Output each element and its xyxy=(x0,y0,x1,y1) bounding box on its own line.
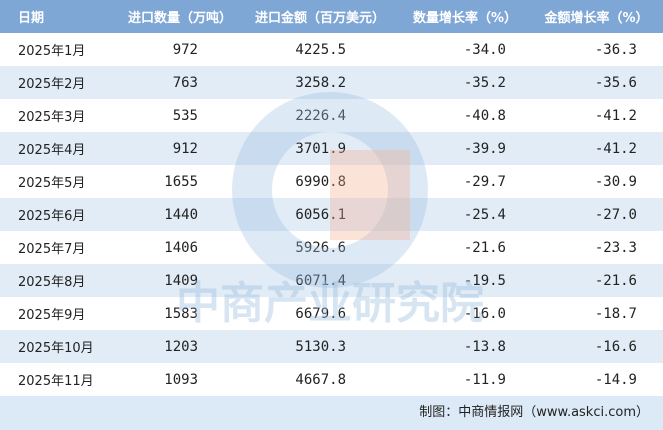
value-cell: 3258.2 xyxy=(240,66,400,99)
table-row: 2025年5月 1655 6990.8 -29.7 -30.9 xyxy=(0,165,663,198)
date-cell: 2025年6月 xyxy=(0,198,120,231)
date-cell: 2025年1月 xyxy=(18,44,86,59)
value-cell: 5130.3 xyxy=(240,330,400,363)
date-cell: 2025年8月 xyxy=(0,264,120,297)
value-cell: 6679.6 xyxy=(295,305,346,322)
header-cell: 进口数量（万吨） xyxy=(120,0,240,33)
value-cell: 2226.4 xyxy=(295,107,346,124)
value-cell: 763 xyxy=(120,66,240,99)
header-cell: 日期 xyxy=(0,0,120,33)
value-cell: 5926.6 xyxy=(295,239,346,256)
value-cell: -39.9 xyxy=(400,132,530,165)
value-cell: 1440 xyxy=(120,198,240,231)
value-cell: -16.6 xyxy=(530,330,663,363)
footer-text: 制图：中商情报网（www.askci.com） xyxy=(419,405,649,420)
value-cell: 6990.8 xyxy=(295,173,346,190)
date-cell: 2025年7月 xyxy=(18,242,86,257)
value-cell: -21.6 xyxy=(530,264,663,297)
footer: 制图：中商情报网（www.askci.com） xyxy=(0,396,663,430)
value-cell: 972 xyxy=(172,41,198,58)
value-cell: -27.0 xyxy=(530,198,663,231)
value-cell: 6071.4 xyxy=(240,264,400,297)
value-cell: 1406 xyxy=(164,239,198,256)
value-cell: -16.0 xyxy=(463,305,506,322)
value-cell: 6056.1 xyxy=(240,198,400,231)
value-cell: 1093 xyxy=(164,371,198,388)
value-cell: -14.9 xyxy=(594,371,637,388)
value-cell: 3701.9 xyxy=(240,132,400,165)
value-cell: -34.0 xyxy=(463,41,506,58)
table-row: 2025年9月 1583 6679.6 -16.0 -18.7 xyxy=(0,297,663,330)
value-cell: -19.5 xyxy=(400,264,530,297)
value-cell: -23.3 xyxy=(594,239,637,256)
value-cell: -36.3 xyxy=(594,41,637,58)
table-row: 2025年7月 1406 5926.6 -21.6 -23.3 xyxy=(0,231,663,264)
date-cell: 2025年10月 xyxy=(0,330,120,363)
table-row: 2025年1月 972 4225.5 -34.0 -36.3 xyxy=(0,33,663,66)
table-row: 2025年3月 535 2226.4 -40.8 -41.2 xyxy=(0,99,663,132)
value-cell: 1655 xyxy=(164,173,198,190)
value-cell: -13.8 xyxy=(400,330,530,363)
table-row: 2025年10月 1203 5130.3 -13.8 -16.6 xyxy=(0,330,663,363)
header-cell: 金额增长率（%） xyxy=(530,0,663,33)
table-row: 2025年2月 763 3258.2 -35.2 -35.6 xyxy=(0,66,663,99)
value-cell: 535 xyxy=(172,107,198,124)
table-row: 2025年4月 912 3701.9 -39.9 -41.2 xyxy=(0,132,663,165)
value-cell: 4667.8 xyxy=(295,371,346,388)
table-row: 2025年6月 1440 6056.1 -25.4 -27.0 xyxy=(0,198,663,231)
value-cell: 912 xyxy=(120,132,240,165)
value-cell: -21.6 xyxy=(463,239,506,256)
table-row: 2025年8月 1409 6071.4 -19.5 -21.6 xyxy=(0,264,663,297)
value-cell: -35.6 xyxy=(530,66,663,99)
value-cell: -25.4 xyxy=(400,198,530,231)
value-cell: -11.9 xyxy=(463,371,506,388)
date-cell: 2025年3月 xyxy=(18,110,86,125)
value-cell: -41.2 xyxy=(530,132,663,165)
value-cell: -41.2 xyxy=(594,107,637,124)
date-cell: 2025年2月 xyxy=(0,66,120,99)
value-cell: -35.2 xyxy=(400,66,530,99)
value-cell: 1203 xyxy=(120,330,240,363)
data-table: 日期 进口数量（万吨） 进口金额（百万美元） 数量增长率（%） 金额增长率（%） 202… xyxy=(0,0,663,396)
table-row: 2025年11月 1093 4667.8 -11.9 -14.9 xyxy=(0,363,663,396)
value-cell: 4225.5 xyxy=(295,41,346,58)
header-cell: 进口金额（百万美元） xyxy=(240,0,400,33)
value-cell: -40.8 xyxy=(463,107,506,124)
value-cell: 1583 xyxy=(164,305,198,322)
table-body: 2025年1月 972 4225.5 -34.0 -36.3 2025年2月 763 3258… xyxy=(0,33,663,396)
value-cell: -29.7 xyxy=(463,173,506,190)
header-row: 日期 进口数量（万吨） 进口金额（百万美元） 数量增长率（%） 金额增长率（%） xyxy=(0,0,663,33)
date-cell: 2025年9月 xyxy=(18,308,86,323)
value-cell: -18.7 xyxy=(594,305,637,322)
date-cell: 2025年11月 xyxy=(18,374,94,389)
header-cell: 数量增长率（%） xyxy=(400,0,530,33)
date-cell: 2025年5月 xyxy=(18,176,86,191)
value-cell: -30.9 xyxy=(594,173,637,190)
value-cell: 1409 xyxy=(120,264,240,297)
date-cell: 2025年4月 xyxy=(0,132,120,165)
